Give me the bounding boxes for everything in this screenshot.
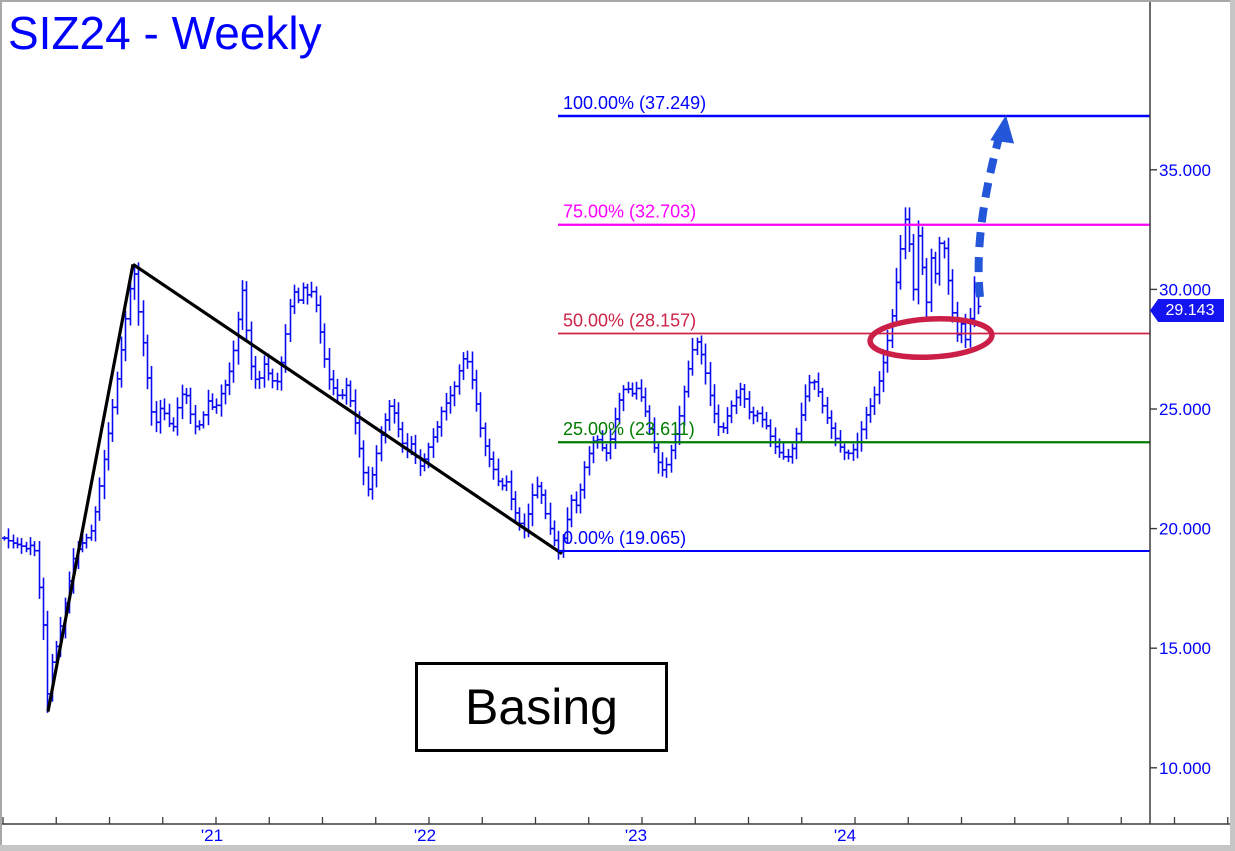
x-axis-label: '22 bbox=[414, 826, 436, 845]
forecast-arrow-shaft bbox=[974, 132, 1004, 298]
window-edge-bottom bbox=[0, 845, 1235, 851]
fib-label-25.00%: 25.00% (23.611) bbox=[563, 419, 695, 439]
last-price-badge: 29.143 bbox=[1150, 299, 1224, 322]
y-axis-label: 30.000 bbox=[1159, 280, 1211, 299]
trendline bbox=[132, 262, 563, 556]
y-axis-label: 15.000 bbox=[1159, 639, 1211, 658]
y-axis-label: 10.000 bbox=[1159, 759, 1211, 778]
chart-title: SIZ24 - Weekly bbox=[8, 7, 322, 59]
x-axis-label: '21 bbox=[201, 826, 223, 845]
window-edge-right bbox=[1230, 0, 1235, 851]
window-edge-top bbox=[0, 0, 1235, 2]
trendline bbox=[46, 263, 135, 712]
fib-label-50.00%: 50.00% (28.157) bbox=[563, 310, 696, 330]
y-axis-label: 20.000 bbox=[1159, 520, 1211, 539]
x-axis-label: '24 bbox=[834, 826, 856, 845]
fib-label-0.00%: 0.00% (19.065) bbox=[563, 528, 686, 548]
forecast-arrow-head bbox=[990, 115, 1015, 144]
fib-label-100.00%: 100.00% (37.249) bbox=[563, 93, 706, 113]
y-axis-label: 35.000 bbox=[1159, 161, 1211, 180]
price-bars-group bbox=[1, 207, 982, 713]
x-axis-label: '23 bbox=[625, 826, 647, 845]
basing-annotation-box: Basing bbox=[415, 662, 668, 752]
highlight-ellipse bbox=[867, 316, 995, 360]
basing-annotation-label: Basing bbox=[465, 679, 618, 735]
y-axis-label: 25.000 bbox=[1159, 400, 1211, 419]
fib-label-75.00%: 75.00% (32.703) bbox=[563, 202, 696, 222]
window-edge-left bbox=[0, 0, 2, 851]
